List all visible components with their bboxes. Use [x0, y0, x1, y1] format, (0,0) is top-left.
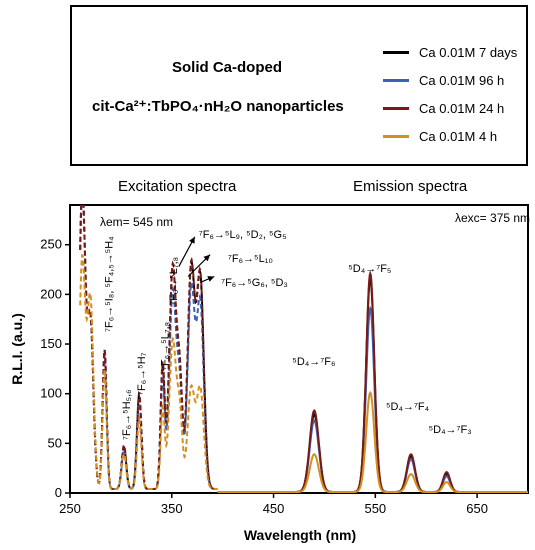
excitation-section-label: Excitation spectra: [118, 178, 237, 195]
legend-box: Solid Ca-doped cit-Ca²⁺:TbPO₄·nH₂O nanop…: [70, 5, 528, 166]
legend-item-7days: Ca 0.01M 7 days: [383, 45, 517, 60]
legend-item-4h: Ca 0.01M 4 h: [383, 129, 497, 144]
x-tick-label: 250: [59, 501, 81, 516]
legend-title-line2: cit-Ca²⁺:TbPO₄·nH₂O nanoparticles: [92, 98, 344, 115]
legend-swatch: [383, 135, 409, 138]
y-tick-label: 0: [55, 485, 62, 500]
annotation-arrowhead: [203, 254, 211, 262]
emission-series-line: [217, 390, 528, 493]
y-tick-label: 50: [48, 435, 62, 450]
annotation-arrowhead: [207, 276, 215, 282]
transition-annotation: ⁷F₆→⁵L₉, ⁵D₂, ⁵G₅: [199, 229, 287, 241]
y-tick-label: 250: [40, 237, 62, 252]
y-axis-title: R.L.I. (a.u.): [9, 313, 25, 385]
transition-annotation: ⁷F₆→⁵L₇,₈: [168, 257, 180, 305]
excitation-series-line: [79, 253, 218, 490]
legend-item-24h: Ca 0.01M 24 h: [383, 101, 504, 116]
plot-frame: [69, 204, 529, 494]
legend-swatch: [383, 51, 409, 54]
legend-label: Ca 0.01M 7 days: [419, 45, 518, 60]
transition-annotation: ⁵D₄→⁷F₄: [386, 401, 430, 413]
emission-lambda-label: λexc= 375 nm: [455, 211, 530, 225]
transition-annotation: ⁷F₆→⁵L₁₀: [228, 253, 273, 265]
excitation-lambda-label: λem= 545 nm: [100, 215, 173, 229]
transition-annotation: ⁷F₆→⁵H₇: [136, 352, 148, 395]
x-tick-label: 450: [263, 501, 285, 516]
transition-annotation: ⁷F₆→⁵I₈, ⁵F₄,₅→⁵H₄: [104, 236, 116, 332]
legend-label: Ca 0.01M 4 h: [419, 129, 498, 144]
x-tick-label: 350: [161, 501, 183, 516]
legend-title-line1: Solid Ca-doped: [172, 59, 282, 76]
transition-annotation: ⁵D₄→⁷F₆: [292, 356, 335, 368]
x-tick-label: 550: [364, 501, 386, 516]
y-tick-label: 200: [40, 286, 62, 301]
y-tick-label: 100: [40, 386, 62, 401]
transition-annotation: ⁷F₆→⁵H₅,₆: [121, 389, 133, 440]
y-tick-label: 150: [40, 336, 62, 351]
transition-annotation: ⁵D₄→⁷F₅: [348, 263, 391, 275]
legend-swatch: [383, 107, 409, 110]
transition-annotation: ⁵D₄→⁷F₃: [429, 424, 472, 436]
emission-series-line: [217, 270, 528, 493]
transition-annotation: ⁷F₆→⁵L₇,₈: [160, 322, 172, 370]
transition-annotation: ⁷F₆→⁵G₆, ⁵D₃: [221, 277, 288, 289]
legend-label: Ca 0.01M 24 h: [419, 101, 505, 116]
emission-section-label: Emission spectra: [353, 178, 468, 195]
annotation-arrowhead: [189, 236, 195, 244]
excitation-series-line: [79, 205, 218, 490]
legend-label: Ca 0.01M 96 h: [419, 73, 505, 88]
legend-item-96h: Ca 0.01M 96 h: [383, 73, 504, 88]
x-axis-title: Wavelength (nm): [244, 527, 356, 543]
legend-swatch: [383, 79, 409, 82]
x-tick-label: 650: [466, 501, 488, 516]
